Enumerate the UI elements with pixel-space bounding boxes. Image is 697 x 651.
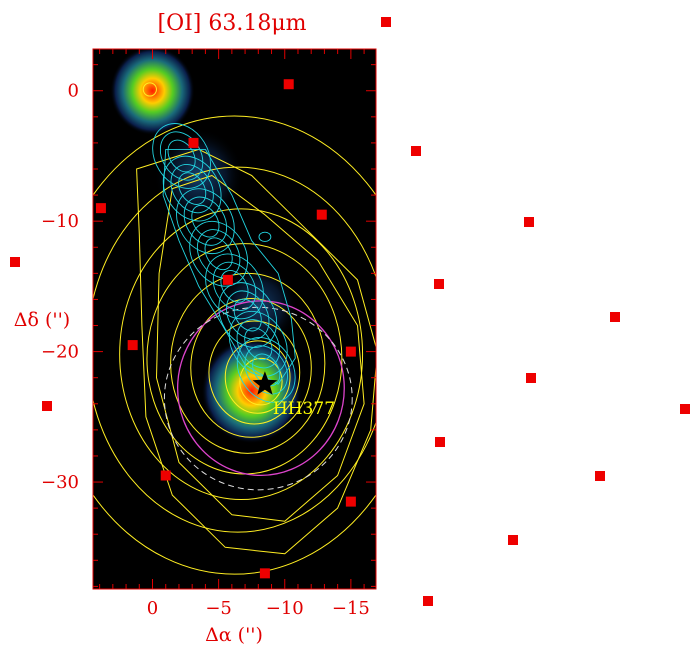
- pointing-marker: [411, 146, 421, 156]
- cyan-contour: [212, 261, 257, 311]
- pointing-marker: [595, 471, 605, 481]
- pointing-marker: [259, 568, 270, 579]
- pointing-marker: [381, 17, 391, 27]
- yellow-contour: [239, 357, 283, 406]
- cyan-contour: [205, 253, 264, 320]
- pointing-marker: [95, 203, 106, 214]
- cyan-contour: [178, 172, 207, 205]
- ticks: [93, 49, 376, 589]
- x-axis-label: Δα (''): [205, 624, 263, 646]
- pointing-marker: [160, 470, 171, 481]
- cyan-contour: [252, 353, 281, 387]
- cyan-contour: [162, 148, 296, 385]
- source-marker: HH377: [252, 371, 335, 419]
- pointing-marker: [316, 209, 327, 220]
- pointing-marker: [434, 279, 444, 289]
- cyan-contour: [191, 204, 220, 238]
- x-tick-label: 0: [147, 598, 158, 619]
- y-tick-label: 0: [68, 81, 79, 102]
- yellow-contour: [224, 340, 291, 414]
- cyan-contour: [170, 164, 214, 214]
- pointing-marker: [42, 401, 52, 411]
- cyan-contour: [176, 188, 235, 254]
- cyan-contour: [152, 123, 211, 189]
- emission-peak: [218, 264, 298, 348]
- pointing-marker: [524, 217, 534, 227]
- yellow-contour: [142, 82, 157, 97]
- cyan-contour: [258, 231, 272, 242]
- cyan-contour: [233, 298, 262, 332]
- tick-labels: 0 −5 −10 −15 0 −10 −20 −30: [41, 81, 370, 619]
- cyan-contour: [218, 282, 278, 348]
- x-tick-label: −15: [332, 598, 370, 619]
- pointing-marker: [345, 346, 356, 357]
- source-star-icon: [252, 371, 278, 395]
- x-tick-label: −10: [266, 598, 304, 619]
- cyan-contour: [244, 345, 288, 395]
- yellow-contour: [93, 115, 376, 575]
- emission-peak: [110, 49, 195, 136]
- yellow-contour: [93, 166, 376, 533]
- yellow-contour: [208, 320, 301, 425]
- pointing-markers: [10, 17, 690, 606]
- x-tick-label: −5: [205, 598, 232, 619]
- pointing-marker: [283, 79, 294, 90]
- plot-frame: [92, 48, 377, 590]
- pointing-marker: [435, 437, 445, 447]
- cyan-contour: [183, 196, 228, 246]
- cyan-contour: [204, 237, 233, 271]
- chart-title: [OI] 63.18μm: [157, 11, 306, 36]
- pointing-marker: [526, 373, 536, 383]
- y-tick-label: −10: [41, 211, 79, 232]
- yellow-contour: [136, 148, 376, 555]
- yellow-contour: [190, 298, 312, 438]
- yellow-contour: [156, 175, 365, 522]
- y-tick-label: −20: [41, 342, 79, 363]
- y-axis-label: Δδ (''): [14, 309, 70, 331]
- pointing-marker: [423, 596, 433, 606]
- yellow-contour: [170, 272, 326, 454]
- pointing-marker: [345, 496, 356, 507]
- pointing-marker: [508, 535, 518, 545]
- pointing-marker: [610, 312, 620, 322]
- cyan-contour: [236, 337, 296, 403]
- cyan-contour: [244, 327, 273, 361]
- cyan-contour: [220, 270, 249, 303]
- pointing-marker: [222, 274, 233, 285]
- pointing-marker: [127, 340, 138, 351]
- yellow-contour: [119, 208, 364, 501]
- pointing-marker: [10, 257, 20, 267]
- pointing-marker: [680, 404, 690, 414]
- cyan-contour: [162, 155, 222, 222]
- contours: [93, 82, 376, 575]
- beam-circle: [163, 306, 353, 491]
- pointing-marker: [188, 137, 199, 148]
- y-tick-label: −30: [41, 472, 79, 493]
- cyan-contour: [236, 319, 280, 369]
- cyan-contour: [228, 310, 288, 377]
- source-label: HH377: [273, 399, 335, 419]
